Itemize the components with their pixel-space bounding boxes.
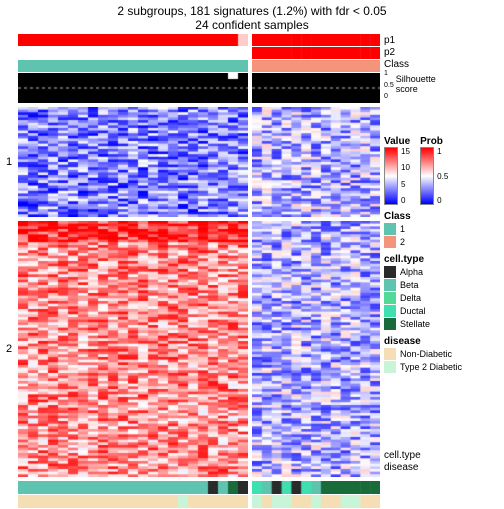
- track-p1: [18, 34, 380, 46]
- legend-disease-label: Type 2 Diabetic: [400, 362, 462, 372]
- legend-celltype-item: Delta: [384, 292, 504, 304]
- val-t0: 15: [401, 147, 410, 156]
- prob-t2: 0: [437, 196, 448, 205]
- legend-celltype-swatch: [384, 292, 396, 304]
- legend-class-title: Class: [384, 211, 504, 222]
- legend-disease-item: Type 2 Diabetic: [384, 361, 504, 373]
- silhouette-left: [18, 73, 248, 103]
- legend-class-label: 2: [400, 237, 405, 247]
- val-t3: 0: [401, 196, 410, 205]
- heatmap-group-1: [18, 107, 380, 217]
- p1-left: [18, 34, 248, 46]
- disease-track-label: disease: [384, 461, 504, 473]
- legend-class-swatch: [384, 236, 396, 248]
- heatmap-g1-left: [18, 107, 248, 217]
- heatmap-g2-right: [252, 221, 380, 477]
- legend-celltype-item: Ductal: [384, 305, 504, 317]
- legend-celltype-item: Beta: [384, 279, 504, 291]
- main-container: 1 2: [0, 34, 504, 509]
- legend-celltype-label: Beta: [400, 280, 419, 290]
- sil-tick-0: 0: [384, 93, 394, 100]
- track-class: [18, 60, 380, 72]
- val-t2: 5: [401, 180, 410, 189]
- legend-area: p1 p2 Class 1 0.5 0 Silhouettescore Valu…: [380, 34, 504, 509]
- legend-celltype-title: cell.type: [384, 254, 504, 265]
- celltype-track-label: cell.type: [384, 449, 504, 461]
- heatmap-g2-left: [18, 221, 248, 477]
- plot-subtitle: 24 confident samples: [0, 18, 504, 34]
- legend-celltype-label: Stellate: [400, 319, 430, 329]
- sil-tick-05: 0.5: [384, 82, 394, 89]
- val-t1: 10: [401, 163, 410, 172]
- p2-left: [18, 47, 248, 59]
- p2-label: p2: [384, 46, 504, 58]
- track-disease: [18, 495, 380, 508]
- legend-class-label: 1: [400, 224, 405, 234]
- track-p2: [18, 47, 380, 59]
- row-group-1-label: 1: [0, 107, 18, 217]
- legend-disease-swatch: [384, 348, 396, 360]
- legend-celltype-swatch: [384, 279, 396, 291]
- disease-right: [252, 495, 380, 508]
- legend-celltype-label: Alpha: [400, 267, 423, 277]
- legend-celltype-item: Stellate: [384, 318, 504, 330]
- value-gradient: [384, 147, 398, 205]
- row-group-2-label: 2: [0, 221, 18, 477]
- heatmap-group-2: [18, 221, 380, 477]
- p2-right: [252, 47, 380, 59]
- legend-celltype-label: Delta: [400, 293, 421, 303]
- celltype-left: [18, 481, 248, 494]
- track-cell-type: [18, 481, 380, 494]
- legend-class-swatch: [384, 223, 396, 235]
- legend-celltype-swatch: [384, 266, 396, 278]
- legend-disease-label: Non-Diabetic: [400, 349, 452, 359]
- legend-disease-swatch: [384, 361, 396, 373]
- legend-disease-item: Non-Diabetic: [384, 348, 504, 360]
- row-labels-column: 1 2: [0, 34, 18, 509]
- legend-disease-title: disease: [384, 336, 504, 347]
- silhouette-right: [252, 73, 380, 103]
- legend-value-title: Value: [384, 136, 410, 147]
- legend-celltype-item: Alpha: [384, 266, 504, 278]
- legend-prob-title: Prob: [420, 136, 448, 147]
- celltype-right: [252, 481, 380, 494]
- sil-tick-1: 1: [384, 70, 394, 77]
- class-left: [18, 60, 248, 72]
- prob-t0: 1: [437, 147, 448, 156]
- heatmap-g1-right: [252, 107, 380, 217]
- legend-class-item: 1: [384, 223, 504, 235]
- legend-celltype-label: Ductal: [400, 306, 426, 316]
- legend-celltype-swatch: [384, 318, 396, 330]
- prob-t1: 0.5: [437, 172, 448, 181]
- track-silhouette: [18, 73, 380, 103]
- p1-label: p1: [384, 34, 504, 46]
- disease-left: [18, 495, 248, 508]
- legend-class-item: 2: [384, 236, 504, 248]
- silhouette-label: Silhouettescore: [396, 70, 436, 94]
- p1-right: [252, 34, 380, 46]
- class-right: [252, 60, 380, 72]
- legend-celltype-swatch: [384, 305, 396, 317]
- prob-gradient: [420, 147, 434, 205]
- plot-title: 2 subgroups, 181 signatures (1.2%) with …: [0, 0, 504, 18]
- heatmap-area: [18, 34, 380, 509]
- class-label: Class: [384, 58, 504, 70]
